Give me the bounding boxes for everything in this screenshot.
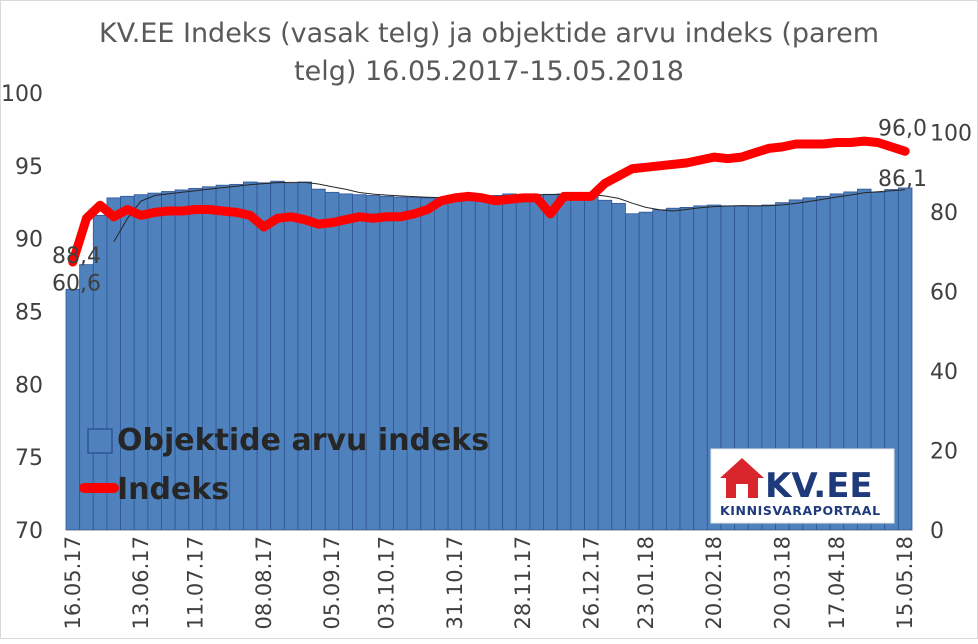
bar-16 (283, 183, 299, 531)
right-axis-tick-20: 20 (930, 440, 958, 465)
x-axis-tick-05.09.17: 05.09.17 (320, 536, 344, 630)
kv-ee-logo: KV.EE KINNISVARAPORTAAL (710, 448, 895, 524)
bar-61 (897, 187, 913, 531)
bar-37 (570, 193, 585, 531)
indeks-line (68, 136, 910, 267)
chart-title-line-1: KV.EE Indeks (vasak telg) ja objektide a… (99, 18, 879, 49)
bar-19 (324, 191, 340, 531)
left-axis-tick-85: 85 (15, 301, 43, 326)
right-axis-tick-0: 0 (930, 519, 944, 544)
x-axis: 16.05.17 13.06.17 11.07.17 08.08.17 05.09.17… (61, 530, 917, 630)
bar-29 (461, 195, 476, 531)
left-axis-tick-90: 90 (15, 228, 43, 253)
bar-30 (474, 195, 490, 531)
bar-0 (65, 288, 81, 531)
right-axis-tick-100: 100 (930, 122, 972, 147)
bar-40 (611, 203, 626, 531)
chart-title-line-2: telg) 16.05.2017-15.05.2018 (294, 56, 684, 87)
line-layer (68, 136, 910, 267)
data-label-bar-first: 60,6 (52, 271, 101, 296)
bar-13 (242, 181, 258, 531)
left-axis-tick-100: 100 (1, 82, 43, 107)
bar-22 (365, 195, 381, 531)
x-axis-tick-23.01.18: 23.01.18 (634, 536, 658, 630)
bar-35 (543, 193, 558, 531)
bar-42 (638, 211, 654, 531)
bar-41 (625, 213, 640, 531)
x-axis-tick-08.08.17: 08.08.17 (252, 536, 276, 630)
bar-39 (597, 199, 613, 531)
x-axis-tick-28.11.17: 28.11.17 (511, 536, 535, 630)
bar-32 (502, 193, 517, 531)
legend-bar-swatch (87, 428, 113, 454)
data-label-line-first: 88,4 (52, 244, 101, 269)
bar-26 (420, 197, 435, 531)
bar-27 (434, 197, 449, 531)
bar-36 (556, 193, 572, 531)
left-axis-tick-70: 70 (15, 519, 43, 544)
right-axis-tick-40: 40 (930, 360, 958, 385)
x-axis-tick-16.05.17: 16.05.17 (61, 536, 85, 630)
x-axis-tick-17.04.18: 17.04.18 (825, 536, 849, 630)
right-axis: 0 20 40 60 80 100 (930, 122, 972, 544)
x-axis-tick-13.06.17: 13.06.17 (129, 536, 153, 630)
left-axis: 70 75 80 85 90 95 100 (1, 82, 43, 544)
bar-43 (652, 209, 667, 531)
bar-25 (406, 197, 422, 531)
left-axis-tick-95: 95 (15, 155, 43, 180)
logo-wordmark: KV.EE (765, 466, 873, 506)
house-icon (720, 458, 764, 498)
logo-subtitle: KINNISVARAPORTAAL (720, 503, 881, 518)
x-axis-tick-31.10.17: 31.10.17 (443, 536, 467, 630)
x-axis-tick-03.10.17: 03.10.17 (375, 536, 399, 630)
bar-46 (693, 205, 708, 531)
bar-18 (311, 188, 326, 531)
bars-layer (65, 180, 913, 531)
right-axis-tick-60: 60 (930, 281, 958, 306)
labels-layer: 88,460,6 96,0 86,1 (52, 116, 927, 296)
x-axis-tick-20.02.18: 20.02.18 (702, 536, 726, 630)
legend-bar-label: Objektide arvu indeks (117, 423, 489, 458)
bar-38 (584, 195, 599, 531)
bar-24 (393, 196, 408, 531)
legend-line-label: Indeks (117, 472, 229, 507)
bar-21 (352, 194, 367, 531)
data-label-bar-last: 86,1 (878, 167, 927, 192)
bar-33 (515, 194, 531, 531)
bar-45 (679, 207, 695, 531)
x-axis-tick-15.05.18: 15.05.18 (893, 536, 917, 630)
bar-34 (529, 194, 544, 531)
left-axis-tick-80: 80 (15, 373, 43, 398)
right-axis-tick-80: 80 (930, 201, 958, 226)
x-axis-tick-26.12.17: 26.12.17 (579, 536, 603, 630)
left-axis-tick-75: 75 (15, 446, 43, 471)
bar-44 (665, 207, 681, 531)
data-label-line-last: 96,0 (878, 116, 927, 141)
bar-14 (256, 182, 272, 531)
bar-15 (270, 180, 285, 531)
bar-31 (488, 195, 504, 531)
x-axis-tick-11.07.17: 11.07.17 (184, 536, 208, 630)
legend: Objektide arvu indeks Indeks (79, 423, 489, 507)
x-axis-tick-20.03.18: 20.03.18 (770, 536, 794, 630)
bar-23 (379, 195, 394, 531)
bar-17 (297, 181, 313, 531)
bar-28 (447, 197, 463, 531)
bar-12 (229, 183, 244, 531)
bar-20 (338, 193, 353, 531)
